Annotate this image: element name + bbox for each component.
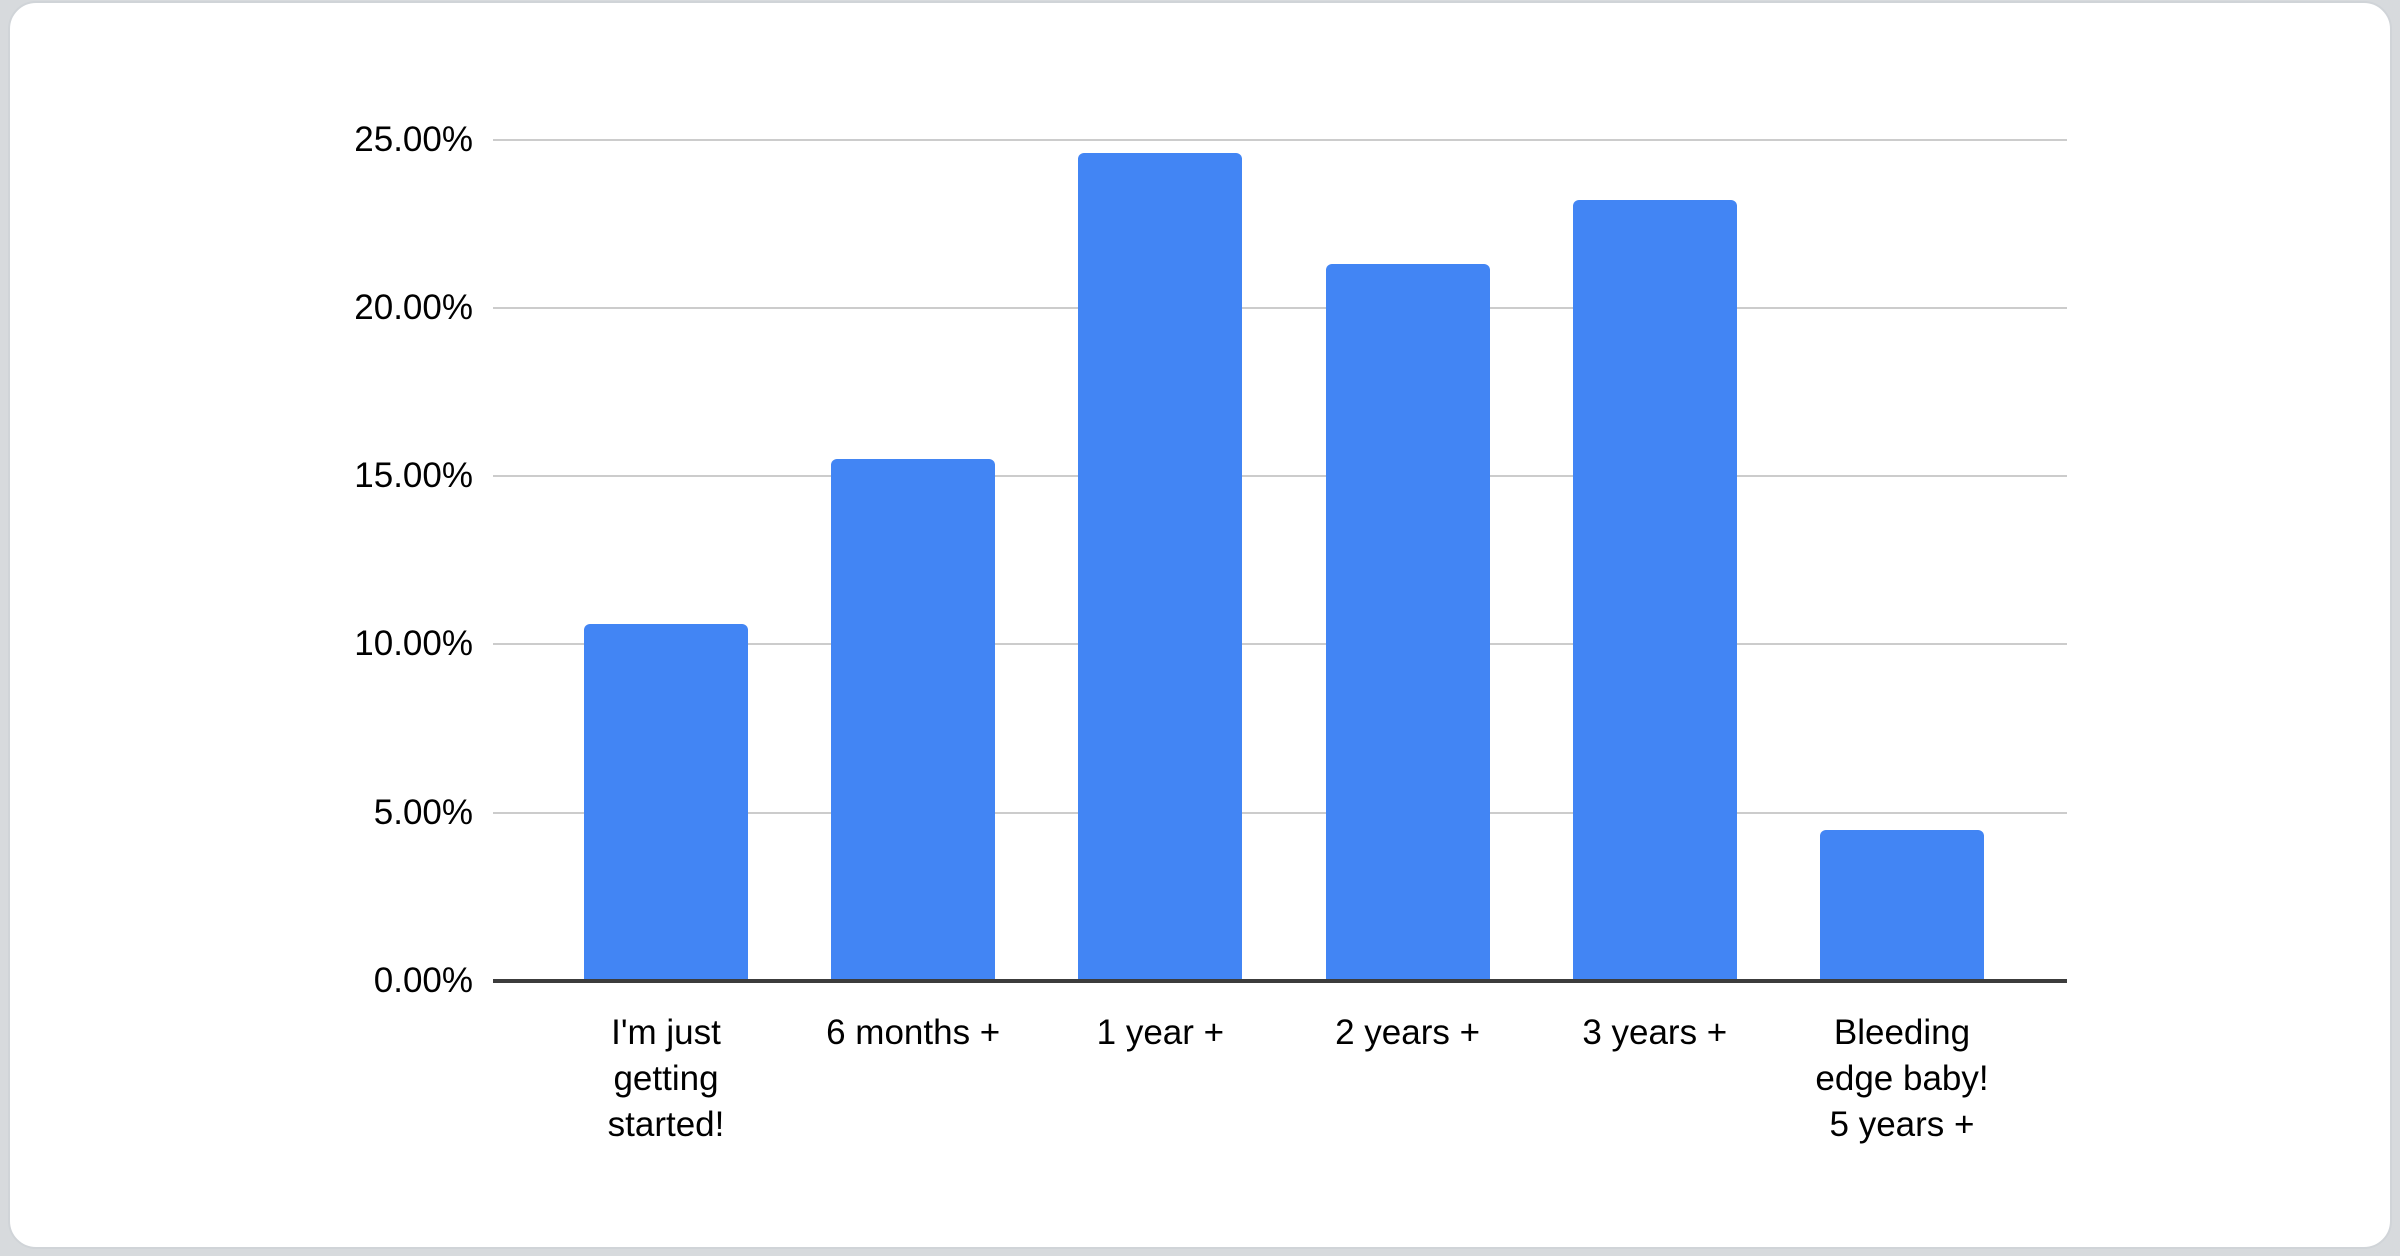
gridline [493,811,2067,814]
bar-5 [1572,200,1737,981]
y-axis-tick-label: 25.00% [354,119,473,159]
x-axis-label: 1 year + [1096,1013,1225,1052]
y-axis-tick-label: 15.00% [354,456,473,496]
y-axis-tick-label: 0.00% [373,961,473,1000]
x-axis-label: I'm just getting started! [607,1013,725,1144]
x-axis-label: 2 years + [1335,1013,1481,1052]
bar-4 [1325,264,1490,981]
x-axis-label: 6 months + [826,1013,1001,1052]
gridline [493,138,2067,141]
x-axis-label: Bleeding edge baby! 5 years + [1815,1013,1989,1144]
y-axis-tick-label: 10.00% [354,624,473,664]
x-axis-label: 3 years + [1582,1013,1728,1052]
bar-3 [1078,152,1243,981]
gridline [493,643,2067,646]
y-axis-tick-label: 20.00% [354,287,473,327]
gridline [493,306,2067,309]
gridline [493,475,2067,478]
x-axis-line [493,979,2067,983]
bar-1 [584,624,748,981]
y-axis-tick-label: 5.00% [373,792,473,832]
bar-2 [831,459,996,981]
bar-6 [1820,829,1984,981]
